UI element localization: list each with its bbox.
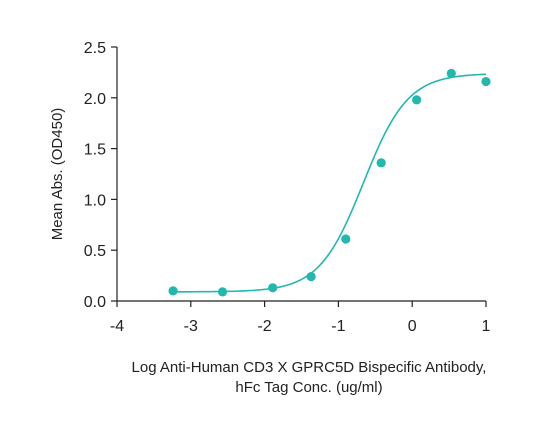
x-tick-label: -3	[184, 318, 198, 335]
axes: 0.0 0.5 1.0 1.5 2.0 2.5 -4 -3 -2 -1 0 1	[84, 40, 491, 335]
x-axis-label-line-1: Log Anti-Human CD3 X GPRC5D Bispecific A…	[132, 359, 487, 376]
data-point	[446, 68, 456, 79]
y-tick-label: 1.5	[84, 142, 106, 159]
data-point	[376, 158, 386, 168]
y-tick-label: 2.5	[84, 40, 106, 57]
y-axis-label: Mean Abs. (OD450)	[49, 108, 66, 241]
x-axis-label-line-2: hFc Tag Conc. (ug/ml)	[235, 379, 382, 396]
data-point	[168, 286, 178, 296]
data-point	[306, 272, 316, 282]
axis-labels: Mean Abs. (OD450) Log Anti-Human CD3 X G…	[49, 108, 486, 396]
x-tick-label: -2	[257, 318, 271, 335]
data-point	[481, 76, 491, 87]
y-tick-label: 1.0	[84, 192, 106, 209]
x-tick-label: -4	[110, 318, 124, 335]
data-point	[341, 234, 351, 244]
y-tick-label: 2.0	[84, 91, 106, 108]
data-points	[168, 68, 491, 297]
x-tick-label: -1	[331, 318, 345, 335]
fit-curve-group	[173, 73, 487, 293]
data-point	[217, 287, 228, 297]
data-point	[268, 283, 278, 293]
data-point	[412, 95, 422, 105]
y-tick-label: 0.0	[84, 294, 106, 311]
x-tick-label: 0	[408, 318, 417, 335]
y-tick-label: 0.5	[84, 243, 106, 260]
fit-curve	[173, 73, 487, 293]
x-tick-label: 1	[482, 318, 491, 335]
